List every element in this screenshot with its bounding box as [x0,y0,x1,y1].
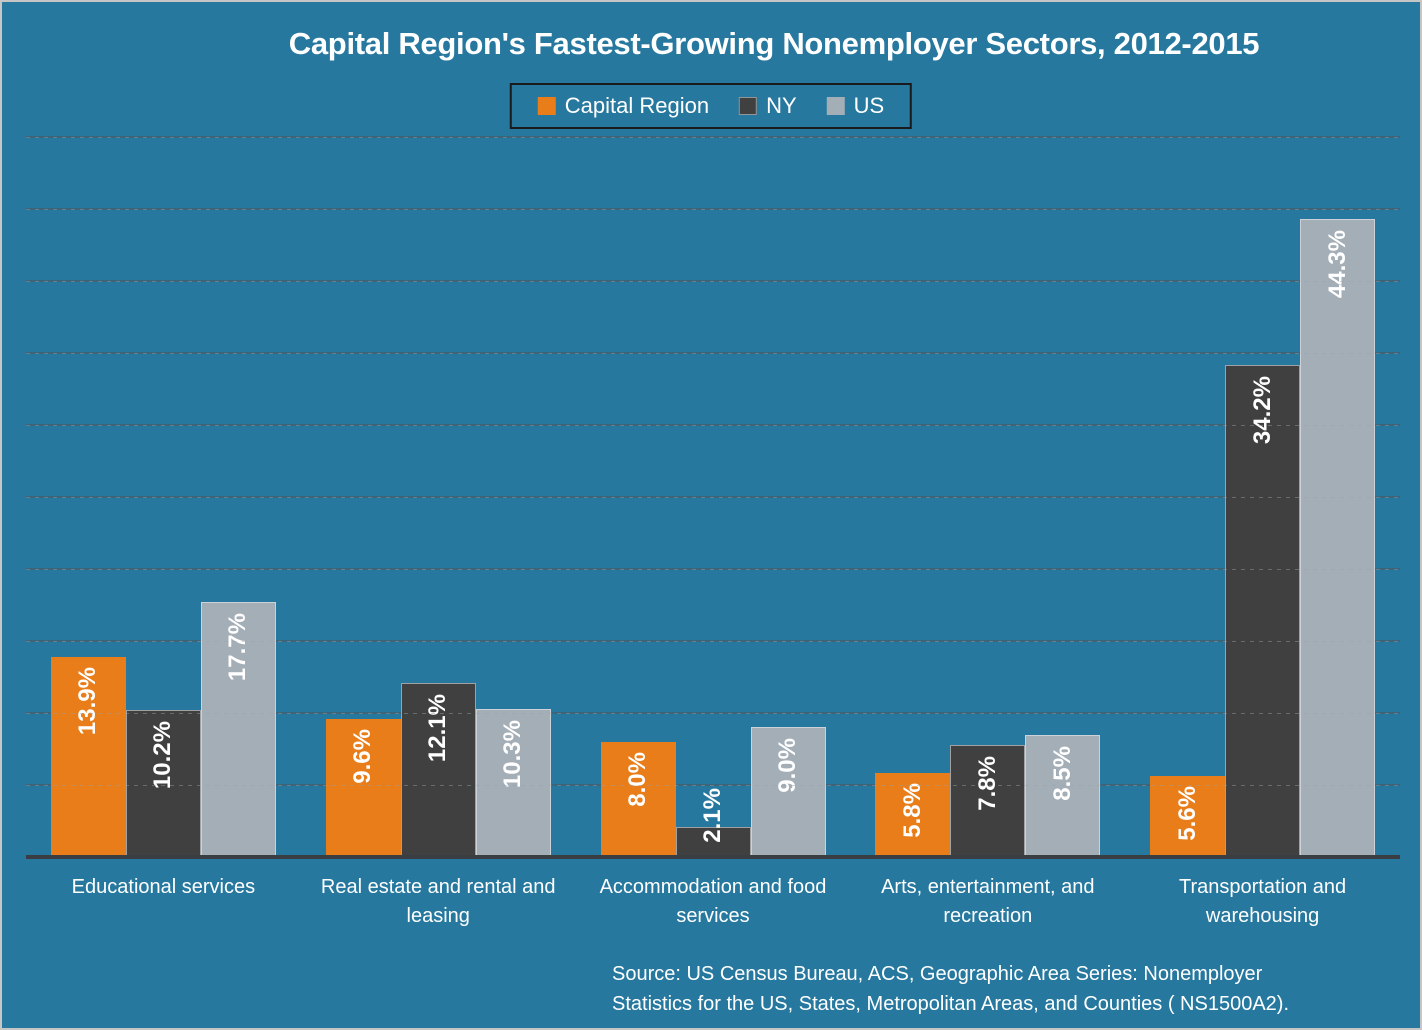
bar-label-wrap: 17.7% [202,613,275,681]
legend-swatch [826,97,845,115]
bar-label-wrap: 9.6% [326,729,401,784]
bar: 10.2% [125,710,201,857]
bar: 44.3% [1300,219,1376,857]
source-line-1: Source: US Census Bureau, ACS, Geographi… [612,963,1263,985]
category-label: Accommodation and food services [599,876,827,927]
bar: 8.5% [1025,734,1101,857]
bar-label-wrap: 2.1% [677,788,750,843]
bar-label: 34.2% [1248,375,1276,444]
x-axis-labels: Educational services Real estate and rent… [26,873,1400,931]
bar-label-wrap: 7.8% [951,756,1024,811]
bar-label-wrap: 5.8% [875,783,950,838]
gridline [26,496,1400,498]
legend-label: Capital Region [564,93,710,118]
bar-label-wrap: 8.5% [1026,746,1099,801]
bar: 7.8% [950,744,1026,857]
legend-item: Capital Region [537,93,710,119]
legend-swatch [739,97,758,115]
bar-label: 8.5% [1048,745,1076,801]
bar-label: 13.9% [74,666,102,735]
x-axis-line [26,855,1400,859]
bar: 10.3% [475,708,551,857]
gridline [26,568,1400,570]
source-note: Source: US Census Bureau, ACS, Geographi… [612,959,1289,1019]
bar-label: 44.3% [1323,230,1351,299]
bar: 8.0% [600,741,676,857]
category-label: Real estate and rental and leasing [320,876,556,927]
bar-label-wrap: 12.1% [402,694,475,762]
gridline [26,352,1400,354]
bar: 12.1% [400,682,476,857]
bar: 2.1% [675,788,751,857]
bar-label: 5.6% [1173,786,1201,842]
bar-label-wrap: 10.2% [127,721,200,789]
bar: 9.0% [750,727,826,857]
gridline [26,640,1400,642]
category-label: Educational services [71,876,256,898]
gridline [26,712,1400,714]
gridline [26,784,1400,786]
bar-label: 17.7% [224,613,252,682]
bar-label: 7.8% [973,755,1001,811]
bar-label: 2.1% [699,788,726,843]
bar-label-wrap: 10.3% [477,720,550,788]
bar-label: 9.6% [349,728,377,784]
gridline [26,280,1400,282]
bar-label: 12.1% [424,693,452,762]
bar: 9.6% [325,718,401,857]
legend: Capital Region NY US [509,83,913,129]
bar-label-wrap: 34.2% [1226,376,1299,444]
bar-label: 10.2% [149,721,177,790]
plot-area: 13.9% 10.2% 17.7% 9.6% 12.1% 10.3% 8.0% 2.1% 9.0… [26,136,1400,857]
bar: 34.2% [1225,364,1301,857]
bar-label: 10.3% [499,719,527,788]
bar: 13.9% [50,656,126,857]
bar: 5.8% [875,773,951,857]
bar-label-wrap: 44.3% [1301,230,1374,298]
bar-label-wrap: 8.0% [601,752,676,807]
category-label: Transportation and warehousing [1179,876,1347,927]
chart-title: Capital Region's Fastest-Growing Nonempl… [288,26,1260,61]
source-line-2: Statistics for the US, States, Metropoli… [612,993,1290,1015]
bar-label-wrap: 13.9% [51,667,126,735]
gridline [26,424,1400,426]
category-label: Arts, entertainment, and recreation [881,876,1095,927]
gridline [26,208,1400,210]
bar-label: 5.8% [898,783,926,839]
legend-swatch [537,97,556,115]
bar-label: 9.0% [774,738,801,794]
bar-label: 8.0% [624,751,651,807]
bar: 5.6% [1150,776,1226,857]
bar-label-wrap: 9.0% [752,738,825,793]
bar-label-wrap: 5.6% [1150,786,1225,841]
legend-label: US [853,93,885,118]
legend-item: US [826,93,885,119]
legend-label: NY [766,93,797,118]
gridline [26,136,1400,138]
legend-item: NY [739,93,797,119]
bar: 17.7% [200,602,276,857]
